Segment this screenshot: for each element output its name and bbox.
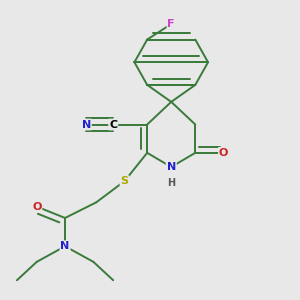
Text: C: C bbox=[109, 119, 117, 130]
Text: N: N bbox=[60, 241, 70, 251]
Text: F: F bbox=[167, 19, 175, 29]
Text: O: O bbox=[219, 148, 228, 158]
Text: O: O bbox=[32, 202, 41, 212]
Text: N: N bbox=[167, 162, 176, 172]
Text: H: H bbox=[167, 178, 175, 188]
Text: N: N bbox=[82, 119, 91, 130]
Text: S: S bbox=[121, 176, 128, 186]
